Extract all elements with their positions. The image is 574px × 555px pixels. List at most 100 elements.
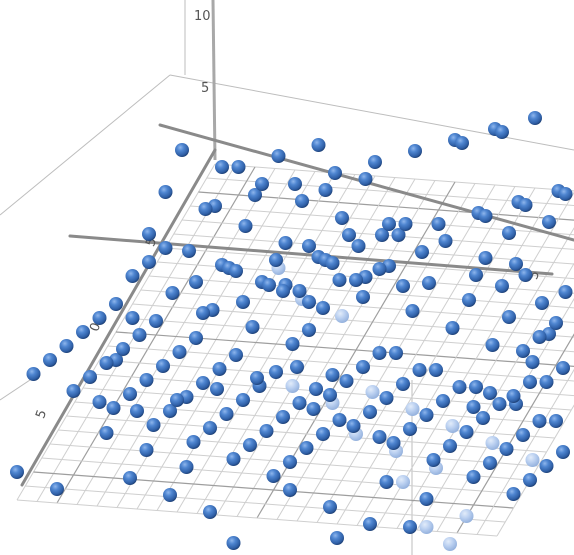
scatter-point <box>262 278 276 292</box>
scatter-point <box>106 401 121 415</box>
scatter-point <box>318 183 333 197</box>
scatter-point <box>236 393 250 407</box>
scatter-point <box>278 236 293 250</box>
scatter-point <box>165 286 180 300</box>
scatter-point <box>365 385 380 399</box>
scatter-point <box>445 321 460 335</box>
scatter-point <box>323 500 337 514</box>
z-axis-line <box>211 0 217 161</box>
scatter-point <box>132 328 147 342</box>
scatter-point <box>389 346 403 360</box>
scatter-point <box>226 536 241 550</box>
scatter-point <box>311 138 326 152</box>
scatter-point <box>549 414 563 428</box>
scatter-point <box>532 414 547 428</box>
frame-edge-front <box>0 379 31 401</box>
scatter-point <box>276 284 290 298</box>
scatter-point <box>476 411 490 425</box>
scatter-point <box>509 257 523 271</box>
scatter-point <box>462 293 476 307</box>
scatter-point <box>295 194 309 208</box>
scatter-point <box>66 384 81 398</box>
scatter-point <box>316 301 330 315</box>
scatter-point <box>358 172 373 186</box>
scatter-point <box>123 387 137 401</box>
scatter-point <box>466 400 481 414</box>
scatter-point <box>525 453 540 467</box>
frame-edge-left <box>0 74 171 216</box>
scatter-point <box>146 418 161 432</box>
scatter-point <box>363 405 377 419</box>
scatter-point <box>92 311 107 325</box>
scatter-point <box>438 234 453 248</box>
scatter-point <box>372 430 387 444</box>
scatter-point <box>478 209 493 223</box>
scatter-point <box>243 438 257 452</box>
scatter-point <box>245 320 260 334</box>
grid-line-x <box>456 333 574 534</box>
scatter-point <box>142 227 156 241</box>
scatter-point <box>196 376 210 390</box>
scatter-point <box>125 311 140 325</box>
scatter-point <box>539 459 554 473</box>
scatter-point <box>269 253 283 267</box>
scatter-point <box>139 443 154 457</box>
scatter-point <box>532 330 547 344</box>
scatter-point <box>382 217 396 231</box>
scatter-point <box>302 323 316 337</box>
scatter-point <box>59 339 74 353</box>
scatter-point <box>142 255 156 269</box>
scatter-point <box>43 353 57 367</box>
scatter-point <box>215 160 229 174</box>
scatter-point <box>325 256 340 270</box>
scatter-point <box>535 296 549 310</box>
scatter-point <box>158 241 173 255</box>
scatter-point <box>372 346 387 360</box>
scatter-point <box>196 306 210 320</box>
scatter-point <box>99 356 114 370</box>
grid-line-y <box>41 457 522 495</box>
scatter-point <box>379 391 394 405</box>
scatter-point <box>323 388 337 402</box>
scatter-point <box>405 402 420 416</box>
scatter-point <box>452 380 467 394</box>
scatter-point <box>123 471 137 485</box>
scatter-point <box>172 345 187 359</box>
scatter-point <box>485 436 500 450</box>
scatter-point <box>426 453 441 467</box>
scatter-point <box>179 460 194 474</box>
scatter-point <box>76 325 90 339</box>
scatter-point <box>285 379 300 393</box>
grid-line-x <box>436 298 574 532</box>
scatter-point <box>189 331 203 345</box>
scatter-point <box>186 435 201 449</box>
grid-line-y <box>16 499 498 537</box>
scatter-point <box>523 375 537 389</box>
scatter-point <box>429 363 443 377</box>
scatter-point <box>556 361 570 375</box>
scatter-point <box>506 389 521 403</box>
scatter-point <box>283 483 297 497</box>
z-tick-10: 10 <box>194 9 211 24</box>
scatter-point <box>175 143 189 157</box>
scatter-point <box>502 310 516 324</box>
scatter-point <box>408 144 422 158</box>
scatter-point <box>316 427 330 441</box>
scatter-point <box>125 269 140 283</box>
scatter-point <box>306 402 321 416</box>
scatter-point <box>469 380 483 394</box>
scatter-point <box>330 531 344 545</box>
scatter-point <box>403 422 417 436</box>
scatter-point <box>130 404 144 418</box>
scatter-point <box>558 187 573 201</box>
scatter-point <box>542 215 556 229</box>
scatter-point <box>335 211 349 225</box>
scatter-point <box>302 295 316 309</box>
scatter-point <box>466 470 481 484</box>
scatter-point <box>375 228 389 242</box>
scatter-point <box>523 473 537 487</box>
scatter-point <box>558 285 573 299</box>
scatter-point <box>290 360 304 374</box>
scatter-point <box>478 251 493 265</box>
